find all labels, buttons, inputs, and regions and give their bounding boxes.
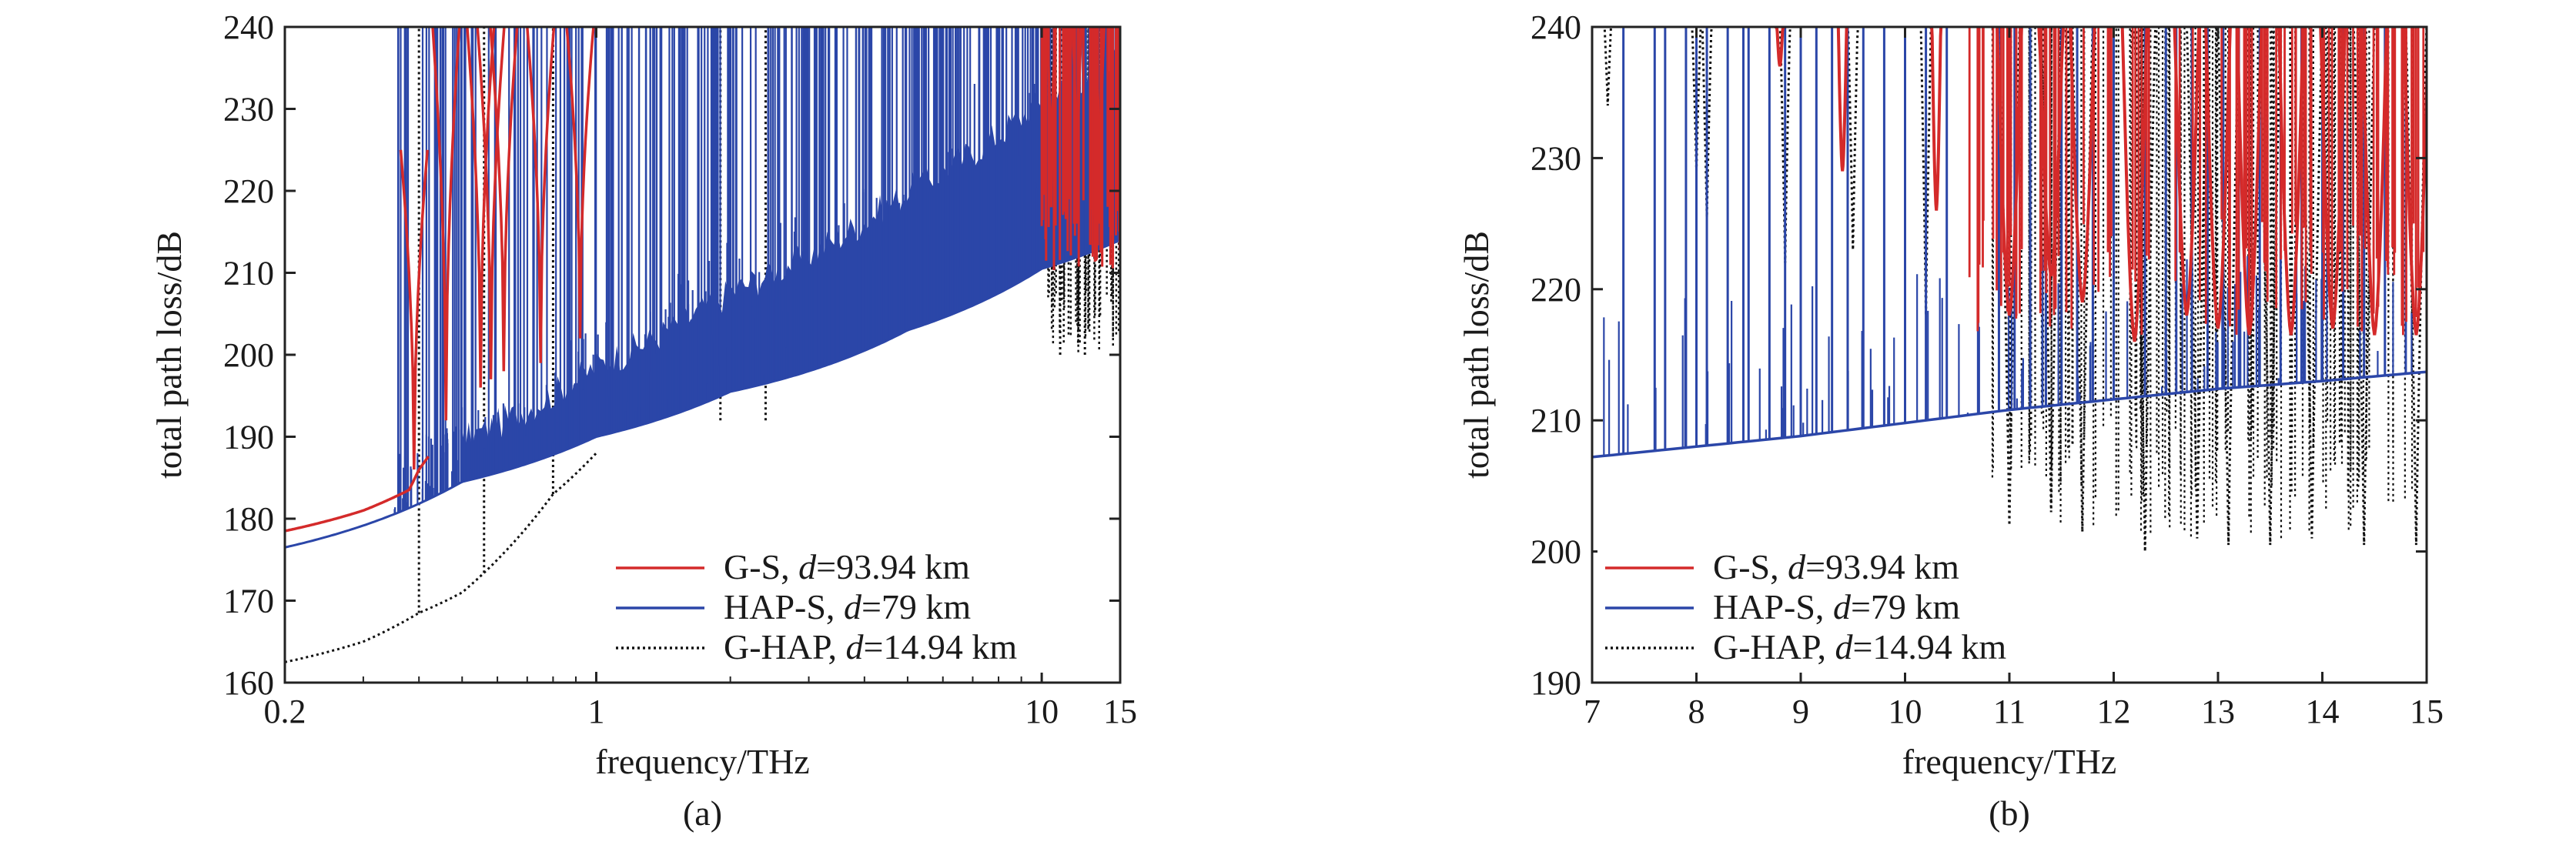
panel-b: 190 200 210 220 230 240 7 8 9 10 11 12 13 14 15 frequen… [1457, 8, 2444, 833]
legend-label-haps: HAP-S, d=79 km [1713, 587, 1960, 626]
series-dip-ghap [1601, 27, 1614, 106]
legend-label-haps: HAP-S, d=79 km [724, 587, 971, 626]
x-tick-label: 13 [2201, 693, 2235, 730]
plot-area [1592, 27, 2427, 552]
series-valley-gs [2173, 27, 2201, 316]
series-peak-gs [565, 27, 595, 339]
x-tick-label: 15 [2410, 693, 2444, 730]
legend-label-suffix: =14.94 km [1852, 627, 2006, 666]
y-tick-label: 210 [1531, 402, 1581, 439]
series-dip-ghap [2070, 27, 2094, 533]
legend-label-italic: d [798, 547, 817, 586]
series-peak-gs [476, 27, 506, 379]
series-valley-gs [2235, 27, 2263, 336]
series-dip-ghap [2300, 27, 2323, 539]
y-axis-label: total path loss/dB [1457, 231, 1496, 479]
y-tick-label: 240 [223, 8, 274, 46]
legend-label-gs: G-S, d=93.94 km [724, 547, 970, 586]
y-tick-label: 180 [223, 500, 274, 538]
legend-label-prefix: HAP-S, [724, 587, 844, 626]
y-tick-label: 190 [223, 419, 274, 456]
legend-label-ghap: G-HAP, d=14.94 km [1713, 627, 2006, 666]
x-tick-label: 10 [1889, 693, 1922, 730]
series-valley-gs [1836, 27, 1848, 172]
panel-a: 160 170 180 190 200 210 220 230 240 0.2 1 10 15 frequ… [149, 8, 1137, 833]
panel-caption: (b) [1989, 793, 2030, 833]
x-tick-label: 14 [2306, 693, 2340, 730]
series-line-haps [1592, 370, 2427, 459]
legend-label-italic: d [1835, 627, 1853, 666]
series-valley-gs [2069, 27, 2096, 303]
series-dip-ghap [2186, 27, 2209, 539]
legend-label-italic: d [844, 587, 862, 626]
x-tick-label: 10 [1025, 693, 1059, 730]
legend-label-suffix: =79 km [1851, 587, 1960, 626]
y-tick-label: 210 [223, 255, 274, 292]
y-tick-label: 160 [223, 664, 274, 702]
legend-label-prefix: HAP-S, [1713, 587, 1833, 626]
x-tick-label: 8 [1688, 693, 1705, 730]
series-line-haps [285, 239, 1120, 549]
y-tick-label: 230 [1531, 139, 1581, 177]
legend-label-suffix: =93.94 km [816, 547, 970, 586]
series-line-gs [285, 456, 430, 533]
series-peak-gs [399, 149, 429, 470]
series-peak-gs [466, 27, 496, 388]
y-tick-label: 190 [1531, 664, 1581, 702]
x-tick-label: 7 [1584, 693, 1601, 730]
y-tick-label: 220 [1531, 271, 1581, 309]
series-dip-ghap [1919, 27, 1932, 316]
legend-label-suffix: =14.94 km [863, 627, 1017, 666]
plot-area [285, 27, 1120, 663]
series-valley-gs [1775, 27, 1785, 67]
y-tick-label: 230 [223, 91, 274, 129]
series-valley-gs [1930, 27, 1943, 211]
legend-label-suffix: =79 km [861, 587, 971, 626]
x-tick-label: 15 [1103, 693, 1137, 730]
series-peak-gs [489, 27, 519, 372]
legend-label-suffix: =93.94 km [1805, 547, 1959, 586]
y-tick-label: 200 [1531, 533, 1581, 571]
x-tick-label: 0.2 [264, 693, 306, 730]
x-axis-label: frequency/THz [1902, 742, 2116, 781]
legend-label-italic: d [845, 627, 864, 666]
series-valley-gs [2204, 27, 2232, 329]
x-tick-label: 1 [587, 693, 604, 730]
legend-label-gs: G-S, d=93.94 km [1713, 547, 1959, 586]
x-tick-label: 11 [1993, 693, 2026, 730]
series-peak-gs [431, 27, 461, 421]
legend-label-italic: d [1788, 547, 1806, 586]
x-axis-label: frequency/THz [595, 742, 809, 781]
y-tick-label: 200 [223, 336, 274, 374]
x-tick-label: 12 [2097, 693, 2131, 730]
series-valley-gs [2120, 27, 2149, 342]
series-peak-gs [526, 27, 556, 363]
y-tick-label: 240 [1531, 8, 1581, 46]
series-line-ghap [285, 452, 597, 663]
legend-label-prefix: G-HAP, [1713, 627, 1835, 666]
legend-label-ghap: G-HAP, d=14.94 km [724, 627, 1017, 666]
series-valley-gs [2277, 27, 2305, 336]
y-axis-label: total path loss/dB [149, 231, 189, 479]
y-tick-label: 220 [223, 172, 274, 210]
legend-label-prefix: G-S, [1713, 547, 1788, 586]
legend-label-italic: d [1833, 587, 1852, 626]
legend-label-prefix: G-HAP, [724, 627, 845, 666]
y-tick-label: 170 [223, 583, 274, 620]
x-tick-label: 9 [1792, 693, 1809, 730]
panel-caption: (a) [683, 793, 722, 833]
legend-label-prefix: G-S, [724, 547, 798, 586]
